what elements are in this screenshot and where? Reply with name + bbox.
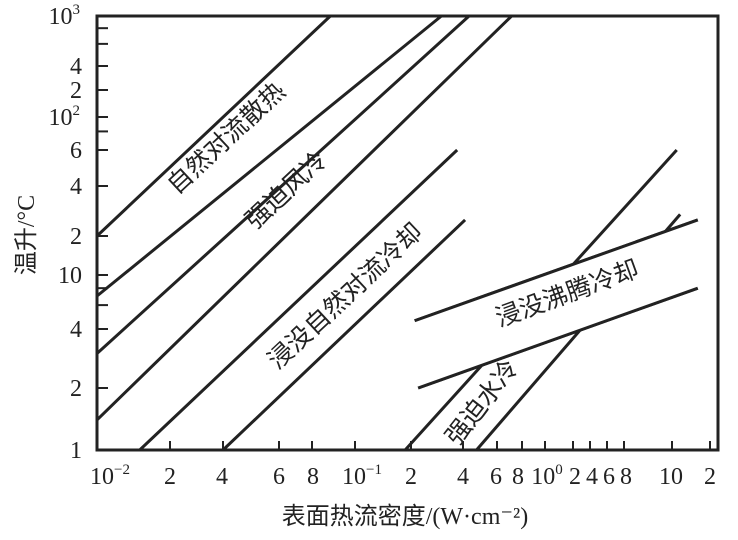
tick-label: 2 [164, 464, 176, 490]
band-line [95, 14, 513, 421]
tick-label: 2 [405, 464, 417, 490]
tick-label: 2 [569, 464, 581, 490]
band-label: 浸没自然对流冷却 [263, 218, 428, 375]
tick-label: 2 [70, 224, 82, 250]
tick-label: 4 [70, 317, 82, 343]
tick-label: 4 [586, 464, 598, 490]
tick-label: 103 [49, 2, 81, 30]
tick-label: 4 [70, 174, 82, 200]
tick-label: 1 [70, 438, 82, 464]
tick-label: 2 [704, 464, 716, 490]
tick-label: 10−1 [342, 462, 382, 490]
plot-frame [95, 14, 720, 452]
band-line [221, 218, 467, 452]
band-line [414, 218, 699, 323]
tick-label: 6 [70, 138, 82, 164]
band-label: 强迫风冷 [240, 146, 332, 235]
tick-label: 4 [457, 464, 469, 490]
band-line [417, 286, 699, 390]
band-line [138, 148, 459, 452]
band-lines [95, 14, 699, 452]
tick-label: 8 [307, 464, 319, 490]
tick-label: 8 [620, 464, 632, 490]
tick-label: 102 [49, 103, 81, 131]
tick-label: 2 [70, 78, 82, 104]
tick-label: 6 [490, 464, 502, 490]
tick-label: 100 [531, 462, 563, 490]
x-axis-title: 表面热流密度/(W·cm⁻²) [282, 503, 528, 530]
tick-label: 6 [603, 464, 615, 490]
tick-label: 2 [70, 376, 82, 402]
boiling-band-fill [414, 219, 698, 388]
tick-label: 8 [512, 464, 524, 490]
band-label: 自然对流散热 [162, 77, 291, 200]
band-line [95, 14, 332, 238]
tick-label: 10 [659, 464, 683, 490]
x-axis: 10−2 2 4 6 8 10−1 2 4 6 8 100 2 4 6 8 10 2 [90, 441, 716, 490]
tick-label: 4 [216, 464, 228, 490]
band-line [96, 14, 443, 298]
y-axis-title: 温升/°C [13, 195, 40, 275]
tick-label: 6 [273, 464, 285, 490]
band-line [95, 14, 471, 355]
tick-label: 4 [70, 54, 82, 80]
tick-label: 10 [58, 263, 82, 289]
tick-label: 10−2 [90, 462, 130, 490]
